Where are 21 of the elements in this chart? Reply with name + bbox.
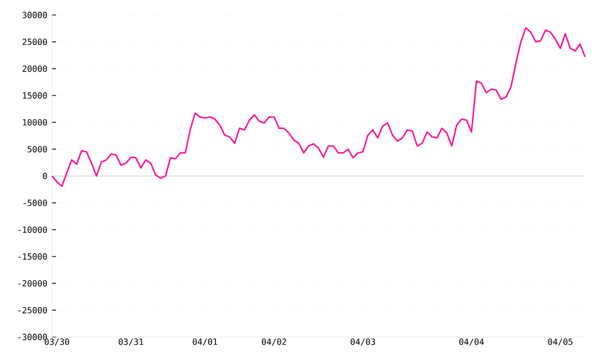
x-tick-label: 04/01 [192,338,218,346]
x-tick-label: 03/30 [44,338,70,346]
y-tick-label: 5000 [28,146,47,152]
y-tick-label: -5000 [23,200,47,206]
line-series [51,27,586,187]
y-tick-label: -10000 [18,226,47,233]
y-tick-label: -15000 [18,253,47,260]
y-tick-label: 15000 [23,92,47,99]
x-tick-label: 04/02 [262,338,286,346]
y-tick-label: 0 [42,172,47,180]
x-tick-label: 04/05 [548,338,572,346]
x-tick-label: 04/04 [459,338,484,346]
y-tick-label: -20000 [18,280,47,287]
x-tick-label: 04/03 [350,338,376,346]
y-tick-label: 20000 [22,65,47,72]
y-tick-label: 30000 [22,12,47,18]
y-tick-label: 10000 [23,119,47,126]
x-tick-label: 03/31 [118,338,144,346]
y-tick-label: -30000 [18,334,47,340]
y-tick-label: 25000 [22,38,47,46]
y-tick-label: -25000 [18,306,47,314]
